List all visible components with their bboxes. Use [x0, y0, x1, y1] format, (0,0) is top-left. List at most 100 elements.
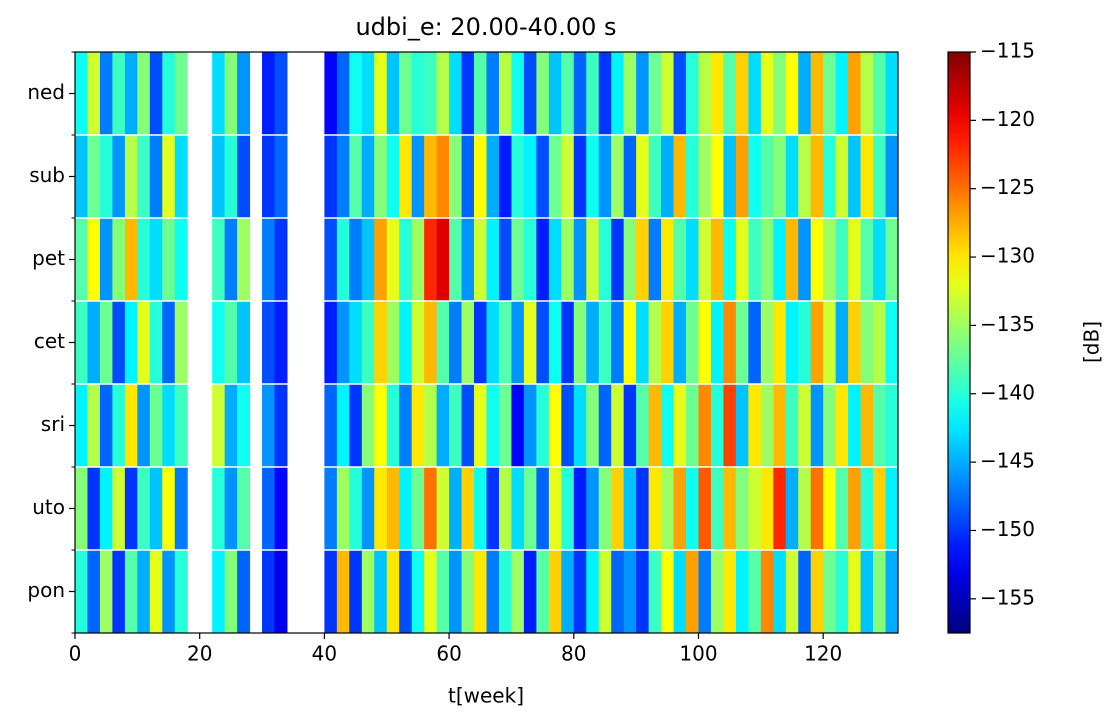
heatmap-cell [174, 52, 188, 135]
heatmap-cell [586, 384, 600, 467]
heatmap-cell [723, 301, 737, 384]
heatmap-cell [374, 135, 388, 218]
heatmap-cell [149, 384, 163, 467]
heatmap-cell [75, 467, 88, 550]
heatmap-cell [561, 550, 575, 633]
heatmap-cell [848, 218, 862, 301]
heatmap-cell [598, 467, 612, 550]
heatmap-cell [87, 135, 101, 218]
heatmap-cell [686, 384, 699, 467]
heatmap-cell [112, 52, 126, 135]
heatmap-cell [324, 301, 338, 384]
heatmap-cell [174, 301, 188, 384]
heatmap-cell [673, 135, 687, 218]
heatmap-cell [174, 550, 188, 633]
heatmap-cell [486, 52, 500, 135]
heatmap-cell [686, 467, 699, 550]
heatmap-cell [785, 467, 799, 550]
heatmap-cell [262, 52, 276, 135]
heatmap-cell [561, 384, 575, 467]
heatmap-cell [798, 135, 812, 218]
heatmap-cell [224, 52, 238, 135]
heatmap-cell [735, 550, 749, 633]
heatmap-cell [698, 135, 712, 218]
heatmap-cell [511, 384, 525, 467]
heatmap-cell [611, 550, 625, 633]
heatmap-cell [349, 467, 363, 550]
heatmap-cell [124, 550, 138, 633]
heatmap-cell [75, 135, 88, 218]
heatmap-cell [548, 218, 562, 301]
heatmap-cell [773, 135, 787, 218]
heatmap-cell [723, 550, 737, 633]
heatmap-cell [773, 218, 787, 301]
heatmap-cell [798, 52, 812, 135]
heatmap-cell [124, 218, 138, 301]
heatmap-cell [686, 301, 699, 384]
heatmap-cell [661, 218, 675, 301]
heatmap-cell [174, 218, 188, 301]
heatmap-cell [461, 467, 475, 550]
heatmap-cell [212, 384, 226, 467]
heatmap-cell [710, 52, 724, 135]
heatmap-cell [474, 550, 487, 633]
heatmap-cell [723, 218, 737, 301]
heatmap-cell [661, 135, 675, 218]
heatmap-cell [87, 301, 101, 384]
heatmap-cell [748, 550, 762, 633]
heatmap-cell [124, 301, 138, 384]
heatmap-cell [237, 218, 251, 301]
heatmap-cell [436, 467, 450, 550]
heatmap-cell [361, 135, 375, 218]
heatmap-cell [75, 384, 88, 467]
heatmap-cell [212, 550, 226, 633]
heatmap-cell [449, 52, 463, 135]
heatmap-cell [748, 384, 762, 467]
heatmap-cell [124, 52, 138, 135]
heatmap-cell [723, 467, 737, 550]
heatmap-cell [511, 135, 525, 218]
heatmap-cell [723, 135, 737, 218]
heatmap-cell [449, 467, 463, 550]
heatmap-cell [885, 135, 899, 218]
heatmap-cell [274, 218, 288, 301]
heatmap-cell [498, 135, 512, 218]
heatmap-cell [835, 550, 849, 633]
heatmap-cell [523, 52, 537, 135]
heatmap-cell [498, 301, 512, 384]
heatmap-cell [386, 218, 400, 301]
heatmap-cell [648, 384, 662, 467]
heatmap-cell [237, 550, 251, 633]
heatmap-cell [112, 467, 126, 550]
heatmap-cell [623, 467, 637, 550]
heatmap-cell [498, 467, 512, 550]
heatmap-cell [262, 135, 276, 218]
heatmap-cell [561, 301, 575, 384]
heatmap-cell [523, 550, 537, 633]
heatmap-cell [87, 550, 101, 633]
heatmap-cell [723, 384, 737, 467]
heatmap-cell [735, 52, 749, 135]
heatmap-cell [710, 218, 724, 301]
heatmap-cell [324, 135, 338, 218]
heatmap-cell [536, 384, 550, 467]
heatmap-cell [536, 467, 550, 550]
heatmap-cell [848, 135, 862, 218]
heatmap-cell [798, 384, 812, 467]
heatmap-cell [586, 135, 600, 218]
heatmap-cell [648, 135, 662, 218]
heatmap-cell [511, 550, 525, 633]
heatmap-cell [823, 467, 837, 550]
heatmap-cell [611, 301, 625, 384]
heatmap-cell [860, 52, 874, 135]
heatmap-cell [174, 135, 188, 218]
heatmap-cell [636, 384, 650, 467]
heatmap-cell [274, 467, 288, 550]
heatmap-cell [760, 301, 774, 384]
heatmap-cell [149, 301, 163, 384]
heatmap-cell [636, 135, 650, 218]
heatmap-cell [636, 52, 650, 135]
heatmap-cell [349, 550, 363, 633]
heatmap-cell [798, 218, 812, 301]
heatmap-cell [324, 467, 338, 550]
